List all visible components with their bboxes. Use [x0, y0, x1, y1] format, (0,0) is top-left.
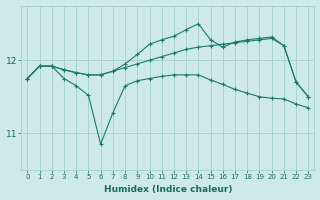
X-axis label: Humidex (Indice chaleur): Humidex (Indice chaleur): [104, 185, 232, 194]
